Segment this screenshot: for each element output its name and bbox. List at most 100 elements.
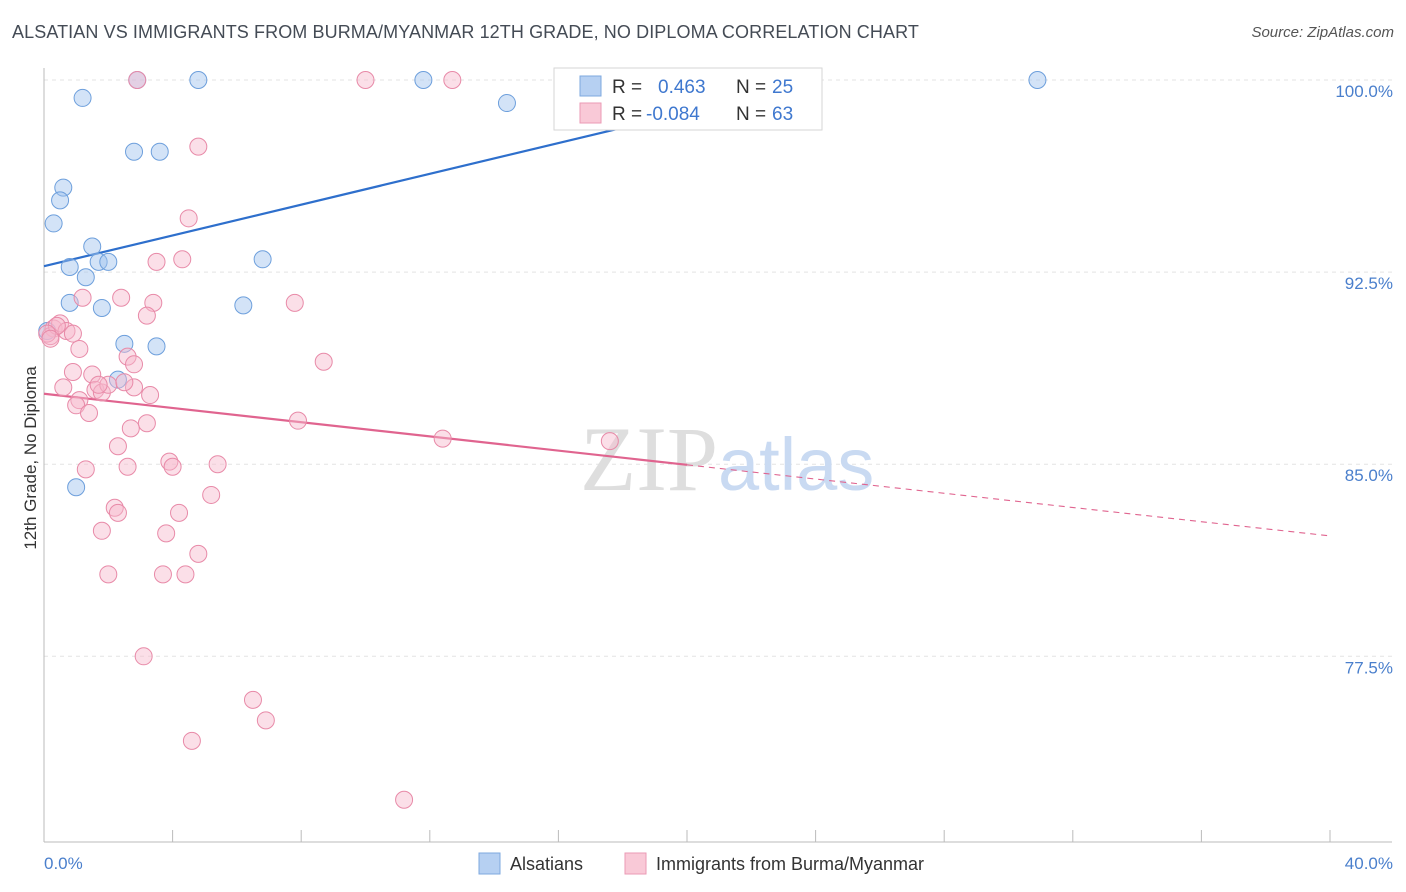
burma-point-42 [76, 460, 95, 479]
burma-point-24 [54, 378, 73, 397]
watermark-zip: ZIP [580, 408, 718, 510]
x-tick-label-min: 0.0% [44, 854, 83, 873]
burma-point-34 [288, 411, 307, 430]
burma-point-10 [285, 293, 304, 312]
correlation-legend: R = 0.463 N = 25 R = -0.084 N = 63 [553, 67, 823, 131]
legend-burma-swatch [624, 852, 647, 875]
alsatian-point-0 [73, 88, 92, 107]
y-tick-label-2: 85.0% [1345, 466, 1393, 485]
series-legend: Alsatians Immigrants from Burma/Myanmar [478, 852, 924, 875]
y-tick-label-1: 92.5% [1345, 274, 1393, 293]
y-tick-label-3: 77.5% [1345, 658, 1393, 677]
legend-r-label-1: R = [612, 77, 642, 98]
burma-point-5 [147, 252, 166, 271]
trend-line-1 [43, 392, 688, 466]
alsatian-point-18 [92, 298, 111, 317]
legend-alsatians-label: Alsatians [510, 854, 583, 874]
burma-point-21 [314, 352, 333, 371]
burma-point-54 [134, 647, 153, 666]
burma-point-2 [443, 71, 462, 89]
alsatian-point-13 [89, 252, 108, 271]
legend-swatch-pink [579, 102, 602, 124]
burma-point-57 [182, 731, 201, 750]
burma-point-46 [108, 503, 127, 522]
alsatian-point-22 [147, 337, 166, 356]
burma-point-11 [137, 306, 156, 325]
burma-point-30 [70, 391, 89, 410]
burma-point-32 [80, 403, 99, 422]
legend-n-value-2: 63 [772, 104, 793, 125]
chart-title: ALSATIAN VS IMMIGRANTS FROM BURMA/MYANMA… [12, 22, 919, 42]
burma-point-33 [137, 414, 156, 433]
burma-point-53 [176, 565, 195, 584]
alsatian-point-14 [99, 252, 118, 271]
burma-point-7 [73, 288, 92, 307]
burma-point-58 [395, 790, 414, 809]
alsatian-point-3 [414, 71, 433, 89]
alsatian-point-7 [150, 142, 169, 161]
burma-point-49 [157, 524, 176, 543]
alsatian-point-12 [60, 257, 79, 276]
burma-point-52 [153, 565, 172, 584]
burma-point-1 [356, 71, 375, 89]
burma-point-13 [51, 314, 70, 333]
burma-point-6 [173, 250, 192, 269]
burma-point-45 [105, 498, 124, 517]
alsatian-point-11 [83, 237, 102, 256]
legend-swatch-blue [579, 75, 602, 97]
data-points [38, 71, 1047, 809]
alsatian-point-2 [189, 71, 208, 89]
alsatian-point-5 [1028, 71, 1047, 89]
burma-point-43 [118, 457, 137, 476]
watermark-atlas: atlas [718, 423, 874, 506]
legend-burma-label: Immigrants from Burma/Myanmar [656, 854, 924, 874]
burma-point-28 [125, 378, 144, 397]
burma-point-16 [63, 324, 82, 343]
burma-point-59 [38, 324, 57, 343]
burma-point-29 [141, 386, 160, 405]
burma-point-60 [89, 375, 108, 394]
alsatian-point-4 [497, 94, 516, 113]
burma-point-50 [189, 544, 208, 563]
burma-point-36 [433, 429, 452, 448]
burma-point-4 [179, 209, 198, 228]
burma-point-44 [202, 485, 221, 504]
burma-point-18 [70, 339, 89, 358]
gridlines [44, 79, 1392, 657]
burma-point-55 [243, 690, 262, 709]
burma-point-23 [83, 365, 102, 384]
burma-point-40 [163, 457, 182, 476]
y-tick-label-0: 100.0% [1335, 82, 1393, 101]
alsatian-point-15 [253, 250, 272, 269]
burma-point-47 [170, 503, 189, 522]
legend-r-value-1: 0.463 [658, 77, 706, 98]
burma-point-35 [121, 419, 140, 438]
alsatian-point-6 [125, 142, 144, 161]
burma-point-3 [189, 137, 208, 156]
burma-point-39 [160, 452, 179, 471]
burma-point-56 [256, 711, 275, 730]
burma-point-0 [128, 71, 147, 89]
alsatian-point-24 [67, 478, 86, 497]
burma-point-20 [125, 355, 144, 374]
legend-r-value-2: -0.084 [646, 104, 700, 125]
burma-point-62 [41, 329, 60, 348]
burma-point-27 [99, 375, 118, 394]
alsatian-point-16 [76, 268, 95, 287]
legend-n-value-1: 25 [772, 77, 793, 98]
legend-n-label-1: N = [736, 77, 766, 98]
burma-point-41 [208, 455, 227, 474]
y-axis-label: 12th Grade, No Diploma [21, 366, 40, 550]
legend-alsatians-swatch [478, 852, 501, 875]
burma-point-8 [112, 288, 131, 307]
burma-point-37 [600, 432, 619, 451]
burma-point-38 [108, 437, 127, 456]
alsatian-point-9 [51, 191, 70, 210]
tick-labels: 100.0% 92.5% 85.0% 77.5% 0.0% 40.0% [44, 82, 1393, 873]
legend-r-label-2: R = [612, 104, 642, 125]
legend-n-label-2: N = [736, 104, 766, 125]
burma-point-61 [115, 373, 134, 392]
burma-point-22 [63, 362, 82, 381]
x-tick-label-max: 40.0% [1345, 854, 1393, 873]
